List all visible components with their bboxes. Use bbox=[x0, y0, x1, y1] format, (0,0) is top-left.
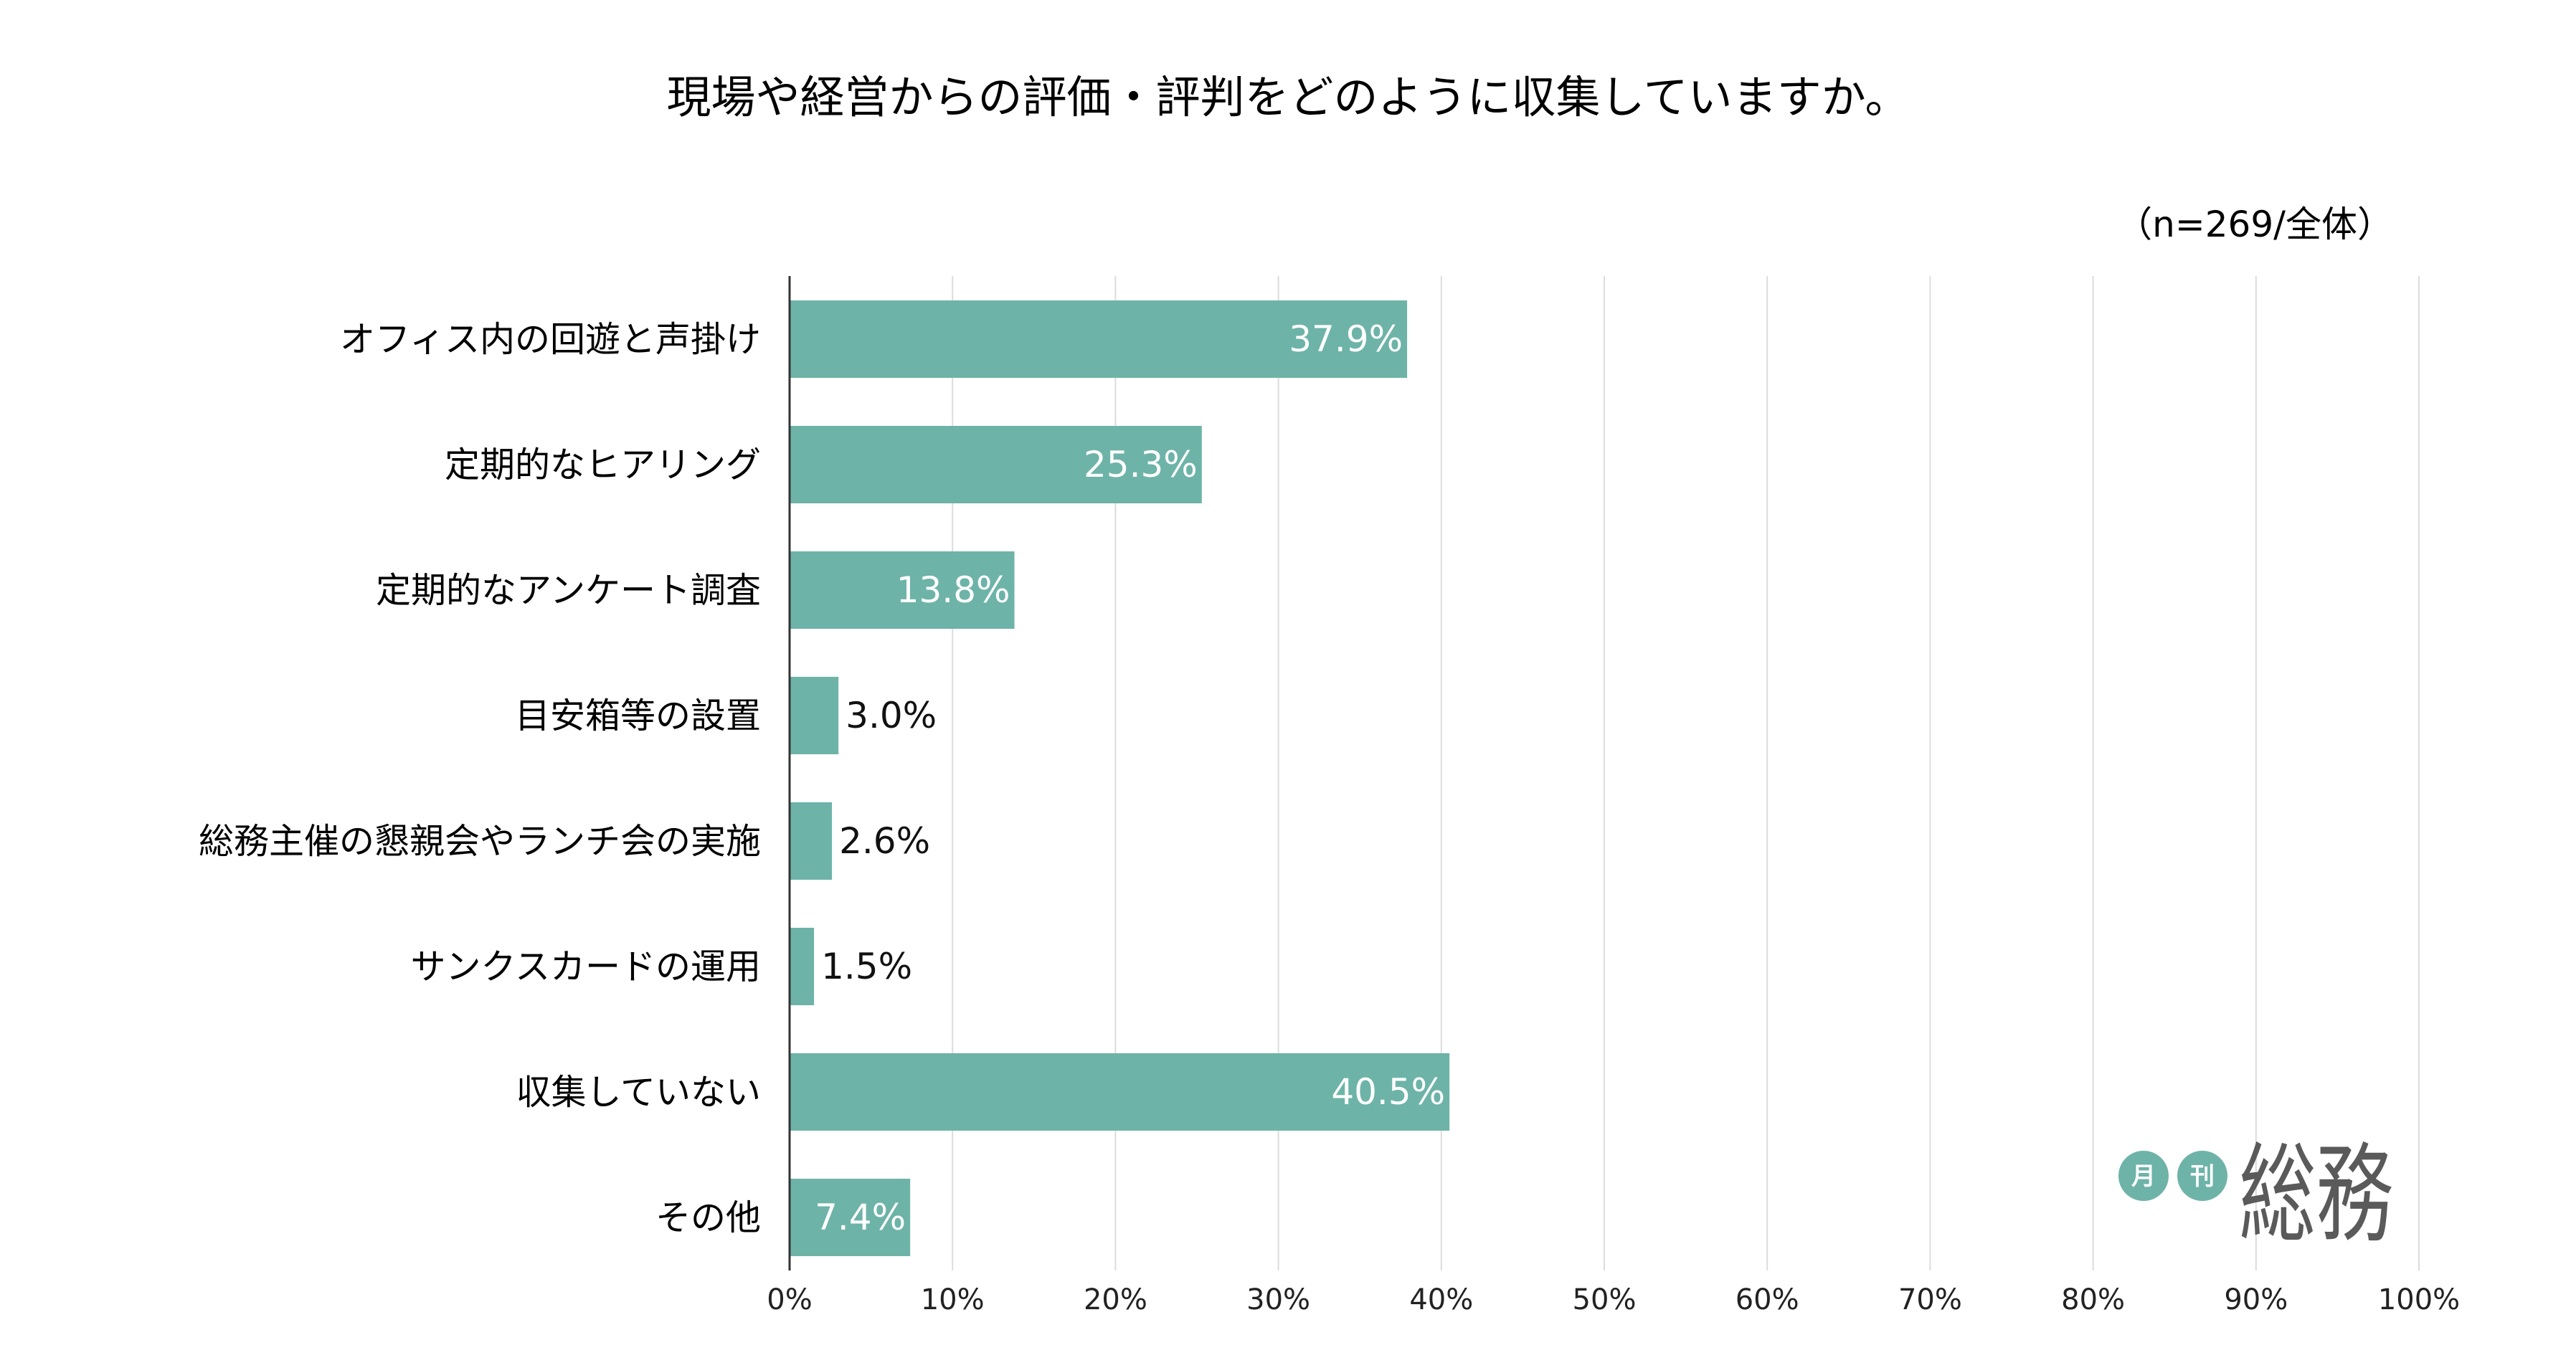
bar-value-label: 13.8% bbox=[896, 569, 1010, 611]
bar bbox=[790, 1179, 911, 1256]
category-label: 定期的なヒアリング bbox=[445, 445, 761, 485]
category-label: 収集していない bbox=[516, 1072, 761, 1113]
bar-value-label: 37.9% bbox=[1289, 318, 1403, 360]
category-label: 総務主催の懇親会やランチ会の実施 bbox=[199, 821, 761, 862]
bar bbox=[790, 928, 815, 1005]
category-labels: オフィス内の回遊と声掛け定期的なヒアリング定期的なアンケート調査目安箱等の設置総… bbox=[199, 319, 761, 1238]
logo-badge-tsuki-text: 月 bbox=[2131, 1162, 2156, 1191]
bar bbox=[790, 300, 1408, 378]
x-tick-label: 80% bbox=[2061, 1283, 2125, 1316]
bar-value-label: 25.3% bbox=[1084, 444, 1198, 485]
x-axis-ticks: 0% 10% 20% 30% 40% 50% 60% 70% 80% 90% 100% bbox=[767, 1283, 2460, 1316]
x-tick-label: 0% bbox=[767, 1283, 812, 1316]
chart-title: 現場や経営からの評価・評判をどのように収集していますか。 bbox=[667, 71, 1910, 123]
category-label: 目安箱等の設置 bbox=[515, 695, 761, 736]
x-tick-label: 30% bbox=[1246, 1283, 1310, 1316]
category-label: サンクスカードの運用 bbox=[410, 946, 761, 987]
bar bbox=[790, 551, 1015, 629]
x-tick-label: 100% bbox=[2378, 1283, 2460, 1316]
category-label: オフィス内の回遊と声掛け bbox=[340, 319, 761, 360]
logo-wordmark: 総務 bbox=[2239, 1133, 2393, 1258]
logo-badge-kan bbox=[2177, 1151, 2227, 1201]
x-tick-label: 60% bbox=[1736, 1283, 1799, 1316]
category-label: その他 bbox=[655, 1197, 761, 1238]
x-tick-label: 10% bbox=[921, 1283, 985, 1316]
sample-size-note: （n=269/全体） bbox=[2116, 204, 2393, 245]
x-tick-label: 40% bbox=[1409, 1283, 1473, 1316]
bar bbox=[790, 677, 839, 754]
bar bbox=[790, 802, 833, 880]
gekkan-soumu-logo: 月 刊 総務 bbox=[2118, 1133, 2393, 1258]
x-tick-label: 70% bbox=[1898, 1283, 1962, 1316]
bar-value-label: 1.5% bbox=[821, 946, 912, 987]
category-label: 定期的なアンケート調査 bbox=[376, 570, 761, 611]
bar-value-label: 7.4% bbox=[815, 1197, 906, 1238]
x-tick-label: 20% bbox=[1084, 1283, 1147, 1316]
bar-value-label: 2.6% bbox=[839, 820, 930, 862]
x-tick-label: 50% bbox=[1573, 1283, 1637, 1316]
x-tick-label: 90% bbox=[2224, 1283, 2288, 1316]
bar bbox=[790, 426, 1202, 503]
logo-badge-tsuki bbox=[2118, 1151, 2169, 1201]
bar-value-label: 3.0% bbox=[846, 695, 937, 736]
bars: 37.9% 25.3% 13.8% 3.0% 2.6% 1.5% 40.5% 7.4% bbox=[790, 300, 1450, 1256]
bar bbox=[790, 1053, 1450, 1131]
bar-value-label: 40.5% bbox=[1331, 1071, 1445, 1113]
logo-badge-kan-text: 刊 bbox=[2190, 1162, 2215, 1191]
